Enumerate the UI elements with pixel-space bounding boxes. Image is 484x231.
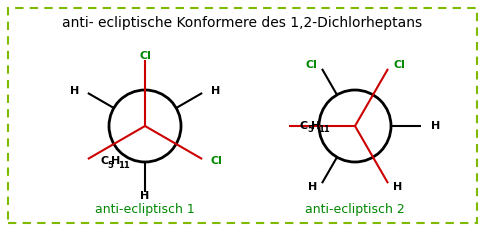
Text: anti-ecliptisch 1: anti-ecliptisch 1 (95, 203, 195, 216)
Text: 11: 11 (118, 161, 130, 170)
Text: Cl: Cl (139, 51, 151, 61)
Text: H: H (307, 182, 317, 192)
Text: 5: 5 (306, 125, 312, 134)
Text: C: C (300, 121, 307, 131)
Text: H: H (70, 86, 79, 96)
Text: Cl: Cl (392, 60, 404, 70)
Text: H: H (211, 86, 220, 96)
Text: Cl: Cl (211, 156, 222, 166)
Text: H: H (430, 121, 439, 131)
Text: anti-ecliptisch 2: anti-ecliptisch 2 (304, 203, 404, 216)
Text: 5: 5 (107, 161, 113, 170)
Text: anti- ecliptische Konformere des 1,2-Dichlorheptans: anti- ecliptische Konformere des 1,2-Dic… (62, 16, 422, 30)
Text: H: H (111, 156, 120, 166)
Text: H: H (392, 182, 401, 192)
Text: H: H (140, 191, 150, 201)
Text: C: C (100, 156, 108, 166)
Circle shape (318, 90, 390, 162)
Circle shape (109, 90, 181, 162)
Text: Cl: Cl (304, 60, 317, 70)
Text: H: H (310, 121, 319, 131)
Text: 11: 11 (318, 125, 329, 134)
